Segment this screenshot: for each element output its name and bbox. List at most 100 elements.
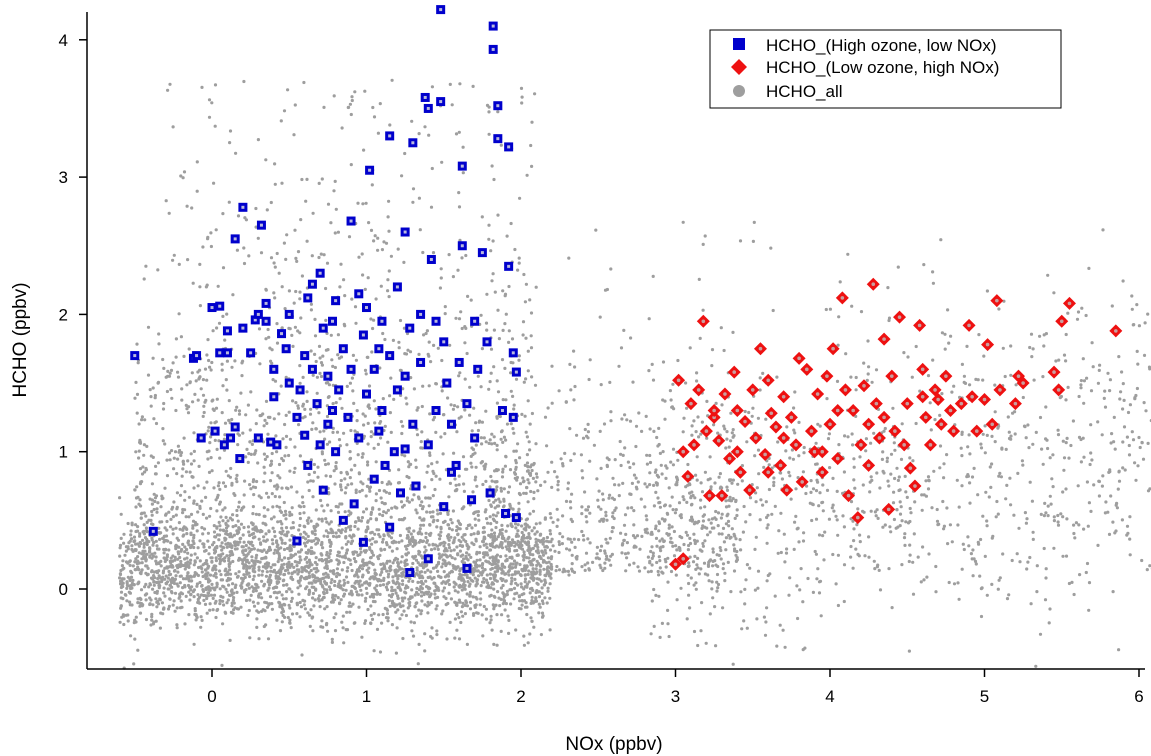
hcho-all-point bbox=[150, 513, 154, 517]
hcho-all-point bbox=[303, 607, 307, 611]
hcho-all-point bbox=[317, 517, 321, 521]
hcho-all-point bbox=[266, 580, 270, 584]
hcho-all-point bbox=[363, 287, 367, 291]
hcho-all-point bbox=[279, 519, 283, 524]
hcho-all-point bbox=[1127, 453, 1132, 457]
hcho-all-point bbox=[387, 580, 391, 585]
hcho-all-point bbox=[407, 526, 411, 530]
hcho-all-point bbox=[201, 532, 205, 536]
hcho-all-point bbox=[476, 569, 480, 573]
hcho-all-point bbox=[200, 583, 204, 588]
hcho-all-point bbox=[314, 588, 318, 592]
hcho-all-point bbox=[451, 407, 455, 411]
hcho-all-point bbox=[355, 409, 359, 413]
hcho-all-point bbox=[375, 627, 380, 632]
hcho-all-point bbox=[495, 485, 499, 489]
hcho-all-point bbox=[539, 579, 543, 583]
hcho-all-point bbox=[457, 527, 461, 531]
hcho-all-point bbox=[314, 556, 318, 560]
hcho-all-point bbox=[473, 605, 477, 610]
hcho-all-point bbox=[315, 562, 319, 567]
hcho-all-point bbox=[1066, 311, 1070, 315]
hcho-all-point bbox=[269, 200, 273, 205]
hcho-all-point bbox=[490, 528, 494, 532]
hcho-all-point bbox=[335, 558, 339, 562]
hcho-all-point bbox=[338, 397, 342, 401]
hcho-all-point bbox=[404, 552, 408, 556]
hcho-all-point bbox=[277, 600, 281, 605]
hcho-all-point bbox=[502, 487, 506, 491]
hcho-all-point bbox=[531, 553, 535, 557]
hcho-all-point bbox=[201, 378, 205, 382]
hcho-all-point bbox=[242, 573, 246, 577]
hcho-all-point bbox=[981, 514, 985, 518]
hcho-all-point bbox=[347, 235, 352, 239]
hcho-all-point bbox=[502, 435, 506, 439]
hcho-all-point bbox=[415, 568, 419, 572]
hcho-all-point bbox=[219, 578, 223, 582]
hcho-all-point bbox=[395, 626, 399, 630]
hcho-all-point bbox=[206, 594, 210, 598]
hcho-all-point bbox=[724, 548, 728, 552]
hcho-all-point bbox=[622, 523, 627, 527]
hcho-all-point bbox=[373, 234, 377, 238]
hcho-all-point bbox=[187, 347, 191, 351]
hcho-all-point bbox=[286, 487, 290, 491]
hcho-all-point bbox=[480, 420, 484, 424]
hcho-all-point bbox=[448, 82, 452, 86]
hcho-all-point bbox=[275, 450, 279, 454]
hcho-all-point bbox=[302, 524, 306, 528]
hcho-all-point bbox=[537, 602, 541, 606]
hcho-all-point bbox=[140, 561, 144, 565]
hcho-all-point bbox=[480, 613, 484, 617]
hcho-all-point bbox=[685, 617, 689, 621]
hcho-all-point bbox=[434, 584, 438, 588]
hcho-all-point bbox=[308, 624, 312, 629]
hcho-all-point bbox=[199, 387, 203, 391]
hcho-all-point bbox=[675, 598, 679, 602]
hcho-all-point bbox=[891, 501, 896, 505]
hcho-all-point bbox=[206, 237, 210, 241]
hcho-all-point bbox=[151, 587, 155, 591]
hcho-all-point bbox=[225, 590, 229, 594]
hcho-all-point bbox=[167, 604, 171, 609]
hcho-all-point bbox=[346, 105, 350, 110]
hcho-all-point bbox=[707, 518, 711, 522]
hcho-all-point bbox=[335, 571, 340, 576]
hcho-all-point bbox=[527, 481, 531, 485]
hcho-all-point bbox=[208, 441, 212, 445]
hcho-all-point bbox=[759, 498, 763, 502]
hcho-all-point bbox=[147, 540, 151, 544]
hcho-all-point bbox=[520, 585, 524, 589]
hcho-all-point bbox=[666, 608, 670, 613]
hcho-all-point bbox=[388, 411, 392, 415]
hcho-all-point bbox=[146, 325, 151, 329]
hcho-all-point bbox=[173, 568, 177, 573]
hcho-all-point bbox=[592, 443, 597, 447]
hcho-all-point bbox=[168, 597, 172, 601]
hcho-all-point bbox=[388, 604, 392, 608]
hcho-all-point bbox=[414, 508, 418, 512]
hcho-all-point bbox=[530, 595, 534, 599]
hcho-all-point bbox=[463, 612, 467, 616]
hcho-all-point bbox=[247, 586, 251, 590]
hcho-all-point bbox=[385, 559, 389, 563]
hcho-all-point bbox=[525, 556, 529, 560]
hcho-all-point bbox=[314, 359, 318, 364]
hcho-all-point bbox=[244, 598, 249, 603]
hcho-all-point bbox=[390, 589, 394, 593]
hcho-all-point bbox=[425, 470, 429, 474]
hcho-all-point bbox=[141, 465, 145, 469]
hcho-all-point bbox=[495, 613, 499, 617]
hcho-all-point bbox=[626, 506, 630, 510]
hcho-all-point bbox=[403, 151, 407, 156]
hcho-all-point bbox=[1031, 442, 1035, 446]
hcho-all-point bbox=[168, 583, 172, 587]
hcho-all-point bbox=[191, 281, 195, 285]
hcho-all-point bbox=[234, 524, 238, 528]
hcho-all-point bbox=[1056, 520, 1060, 524]
hcho-all-point bbox=[415, 614, 419, 618]
hcho-all-point bbox=[308, 561, 312, 565]
hcho-all-point bbox=[501, 289, 505, 293]
hcho-all-point bbox=[522, 592, 526, 596]
